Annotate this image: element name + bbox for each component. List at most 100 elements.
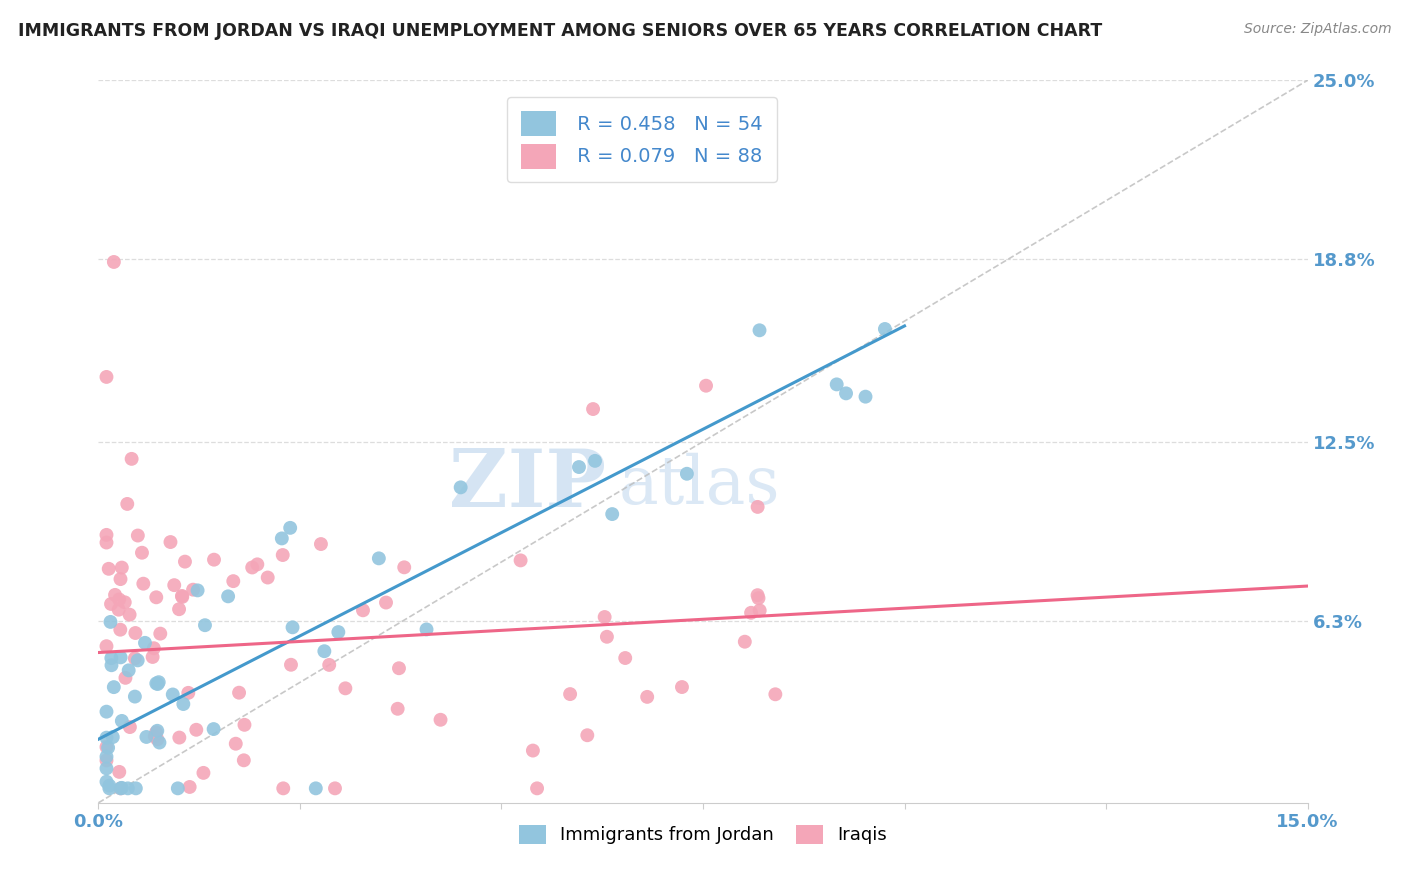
Point <box>278 521 301 535</box>
Point <box>335 681 357 696</box>
Point <box>179 780 201 794</box>
Point <box>127 528 149 542</box>
Text: Source: ZipAtlas.com: Source: ZipAtlas.com <box>1244 22 1392 37</box>
Point <box>194 618 217 632</box>
Point <box>143 729 166 743</box>
Point <box>100 615 122 629</box>
Point <box>246 558 269 572</box>
Point <box>522 743 544 757</box>
Point <box>367 551 389 566</box>
Point <box>177 686 200 700</box>
Point <box>170 589 193 603</box>
Point <box>855 390 877 404</box>
Point <box>636 690 658 704</box>
Point <box>104 588 127 602</box>
Point <box>146 677 169 691</box>
Point <box>748 323 770 337</box>
Point <box>132 576 155 591</box>
Point <box>576 728 599 742</box>
Point <box>873 322 896 336</box>
Point <box>96 370 118 384</box>
Point <box>108 592 131 607</box>
Point <box>509 553 531 567</box>
Point <box>145 725 167 739</box>
Point <box>107 602 129 616</box>
Point <box>747 588 769 602</box>
Point <box>228 686 250 700</box>
Point <box>145 591 167 605</box>
Point <box>110 623 132 637</box>
Point <box>734 634 756 648</box>
Point <box>96 705 118 719</box>
Point <box>110 572 132 586</box>
Point <box>96 753 118 767</box>
Point <box>111 560 134 574</box>
Point <box>450 480 472 494</box>
Point <box>114 671 136 685</box>
Point <box>233 718 256 732</box>
Point <box>558 687 581 701</box>
Point <box>225 737 247 751</box>
Point <box>96 774 118 789</box>
Point <box>96 528 118 542</box>
Point <box>186 723 208 737</box>
Point <box>187 583 209 598</box>
Point <box>281 620 304 634</box>
Point <box>217 590 239 604</box>
Point <box>671 680 693 694</box>
Point <box>172 590 194 604</box>
Point <box>280 657 302 672</box>
Point <box>114 595 136 609</box>
Point <box>429 713 451 727</box>
Point <box>110 650 132 665</box>
Point <box>747 591 769 606</box>
Point <box>101 730 124 744</box>
Point <box>676 467 699 481</box>
Point <box>174 555 197 569</box>
Point <box>162 688 184 702</box>
Point <box>600 507 623 521</box>
Point <box>305 781 328 796</box>
Point <box>145 676 167 690</box>
Point <box>740 606 762 620</box>
Point <box>166 781 188 796</box>
Point <box>169 731 191 745</box>
Point <box>202 722 225 736</box>
Point <box>96 535 118 549</box>
Point <box>117 497 139 511</box>
Point <box>142 641 165 656</box>
Point <box>96 761 118 775</box>
Point <box>318 657 340 672</box>
Point <box>202 552 225 566</box>
Point <box>181 582 204 597</box>
Point <box>131 546 153 560</box>
Point <box>124 690 146 704</box>
Point <box>352 603 374 617</box>
Point <box>97 562 120 576</box>
Point <box>125 781 148 796</box>
Point <box>96 639 118 653</box>
Point <box>127 653 149 667</box>
Point <box>124 626 146 640</box>
Point <box>103 680 125 694</box>
Point <box>583 454 606 468</box>
Point <box>328 625 350 640</box>
Point <box>118 664 141 678</box>
Point <box>270 532 292 546</box>
Point <box>118 720 141 734</box>
Point <box>146 723 169 738</box>
Point <box>222 574 245 589</box>
Point <box>240 560 263 574</box>
Point <box>117 781 139 796</box>
Point <box>167 602 190 616</box>
Point <box>415 623 437 637</box>
Point <box>98 781 121 796</box>
Text: atlas: atlas <box>619 452 780 517</box>
Point <box>747 500 769 514</box>
Point <box>159 535 181 549</box>
Text: IMMIGRANTS FROM JORDAN VS IRAQI UNEMPLOYMENT AMONG SENIORS OVER 65 YEARS CORRELA: IMMIGRANTS FROM JORDAN VS IRAQI UNEMPLOY… <box>18 22 1102 40</box>
Point <box>111 780 134 795</box>
Point <box>96 739 118 754</box>
Point <box>100 658 122 673</box>
Text: ZIP: ZIP <box>450 446 606 524</box>
